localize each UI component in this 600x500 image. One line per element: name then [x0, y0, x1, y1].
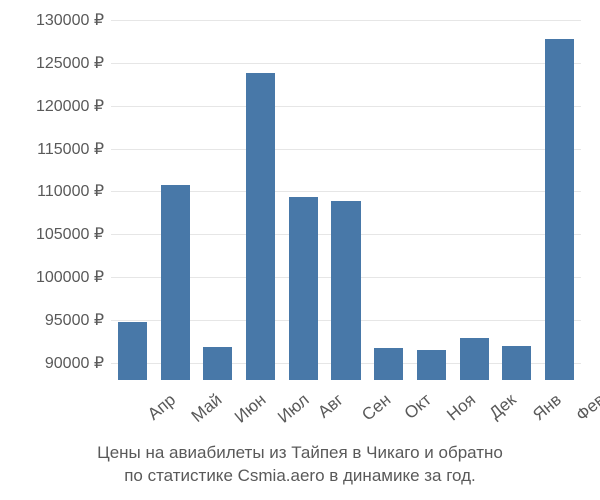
- y-tick-label: 100000 ₽: [9, 267, 104, 287]
- x-tick-label: Окт: [400, 390, 435, 424]
- chart-caption: Цены на авиабилеты из Тайпея в Чикаго и …: [0, 442, 600, 488]
- bar: [331, 201, 360, 380]
- bar: [161, 185, 190, 380]
- y-tick-label: 120000 ₽: [9, 96, 104, 116]
- bar: [545, 39, 574, 380]
- x-tick-label: Июл: [274, 390, 313, 428]
- x-tick-label: Ноя: [444, 390, 481, 425]
- y-tick-label: 90000 ₽: [9, 353, 104, 373]
- x-tick-label: Фев: [572, 390, 600, 426]
- bar: [246, 73, 275, 380]
- bar: [417, 350, 446, 380]
- bar: [118, 322, 147, 380]
- y-tick-label: 95000 ₽: [9, 310, 104, 330]
- x-tick-label: Июн: [231, 390, 270, 427]
- bar: [374, 348, 403, 380]
- y-tick-label: 115000 ₽: [9, 139, 104, 159]
- x-tick-label: Май: [188, 390, 226, 427]
- bar: [460, 338, 489, 380]
- plot-area: [110, 20, 581, 381]
- x-tick-label: Сен: [358, 390, 395, 425]
- bar: [289, 197, 318, 380]
- y-tick-label: 110000 ₽: [9, 181, 104, 201]
- y-tick-label: 125000 ₽: [9, 53, 104, 73]
- price-chart: Цены на авиабилеты из Тайпея в Чикаго и …: [0, 0, 600, 500]
- x-tick-label: Янв: [529, 390, 565, 425]
- bar: [203, 347, 232, 380]
- y-tick-label: 105000 ₽: [9, 224, 104, 244]
- y-tick-label: 130000 ₽: [9, 10, 104, 30]
- bar: [502, 346, 531, 380]
- x-tick-label: Авг: [314, 390, 347, 422]
- x-tick-label: Апр: [144, 390, 180, 425]
- x-tick-label: Дек: [486, 390, 521, 424]
- bars-layer: [111, 20, 581, 380]
